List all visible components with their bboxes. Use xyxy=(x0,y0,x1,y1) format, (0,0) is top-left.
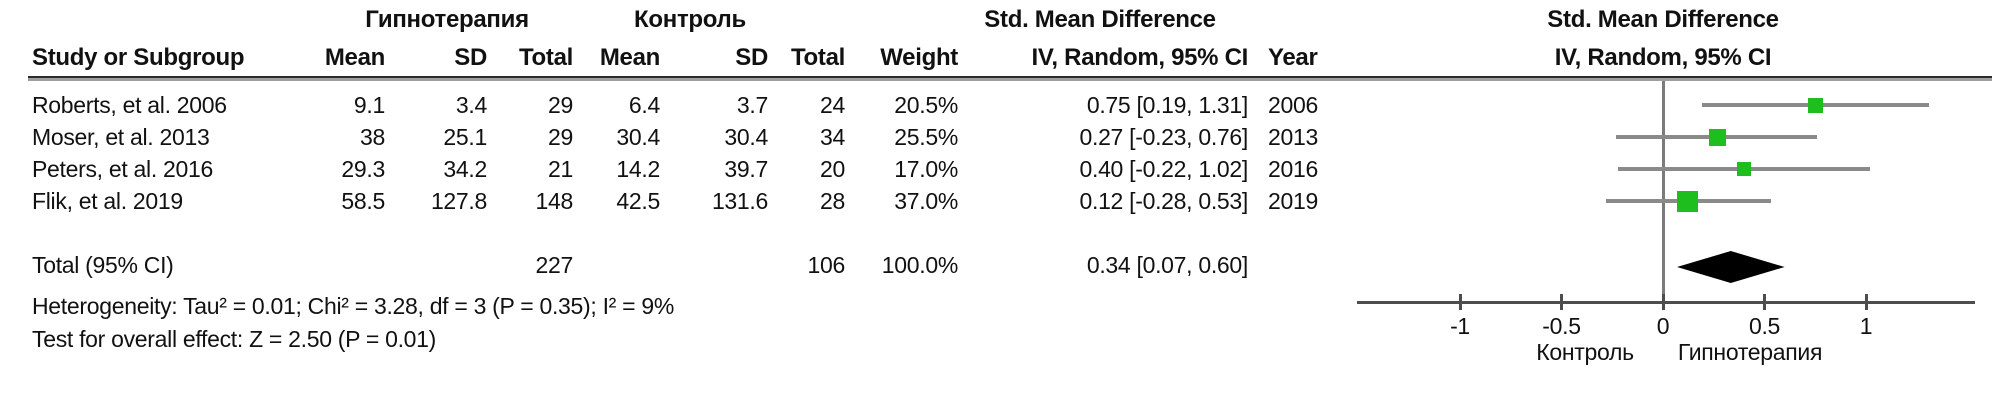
total-treat: 148 xyxy=(535,188,574,214)
total-ctrl: 34 xyxy=(820,124,845,150)
study-name: Roberts, et al. 2006 xyxy=(32,92,227,118)
total-ctrl: 24 xyxy=(820,92,845,118)
overall-effect-test: Test for overall effect: Z = 2.50 (P = 0… xyxy=(32,326,437,352)
smd-header-table-line1: Std. Mean Difference xyxy=(984,6,1216,33)
x-axis-line xyxy=(1357,300,1975,304)
col-header-mean-ctrl: Mean xyxy=(599,44,660,71)
axis-label-control: Контроль xyxy=(1536,339,1634,365)
weight-value: 37.0% xyxy=(894,188,958,214)
axis-tick-label: 1 xyxy=(1859,313,1873,339)
smd-header-plot-line2: IV, Random, 95% CI xyxy=(1554,44,1772,71)
ci-text: 0.27 [-0.23, 0.76] xyxy=(1079,124,1248,150)
sd-ctrl: 39.7 xyxy=(724,156,768,182)
effect-square xyxy=(1709,128,1727,146)
col-header-study: Study or Subgroup xyxy=(32,44,245,71)
ci-text: 0.40 [-0.22, 1.02] xyxy=(1079,156,1248,182)
zero-effect-line xyxy=(1661,81,1665,302)
axis-tick-label: 0 xyxy=(1656,313,1670,339)
col-header-sd-ctrl: SD xyxy=(735,44,768,71)
sd-treat: 34.2 xyxy=(443,156,487,182)
total-row-n-treat: 227 xyxy=(535,252,574,278)
smd-header-table-line2: IV, Random, 95% CI xyxy=(1031,44,1249,71)
group-header-control: Контроль xyxy=(634,6,746,33)
year-value: 2013 xyxy=(1268,124,1318,150)
study-name: Moser, et al. 2013 xyxy=(32,124,210,150)
year-value: 2016 xyxy=(1268,156,1318,182)
total-ctrl: 20 xyxy=(820,156,845,182)
header-separator-line xyxy=(28,76,1992,81)
axis-tick xyxy=(1560,294,1563,310)
weight-value: 17.0% xyxy=(894,156,958,182)
mean-ctrl: 30.4 xyxy=(616,124,660,150)
sd-treat: 25.1 xyxy=(443,124,487,150)
total-ctrl: 28 xyxy=(820,188,845,214)
mean-ctrl: 42.5 xyxy=(616,188,660,214)
axis-tick-label: -0.5 xyxy=(1542,313,1581,339)
study-name: Flik, et al. 2019 xyxy=(32,188,183,214)
total-treat: 29 xyxy=(548,92,573,118)
mean-ctrl: 14.2 xyxy=(616,156,660,182)
pooled-effect-diamond xyxy=(1677,251,1785,283)
axis-label-hypnotherapy: Гипнотерапия xyxy=(1677,339,1823,365)
total-treat: 21 xyxy=(548,156,573,182)
effect-square xyxy=(1737,162,1752,176)
diamond-shape xyxy=(1677,251,1785,283)
heterogeneity-stats: Heterogeneity: Tau² = 0.01; Chi² = 3.28,… xyxy=(32,293,674,319)
effect-square xyxy=(1807,97,1823,113)
total-row-n-ctrl: 106 xyxy=(807,252,846,278)
year-value: 2019 xyxy=(1268,188,1318,214)
col-header-total-ctrl: Total xyxy=(790,44,845,71)
study-name: Peters, et al. 2016 xyxy=(32,156,213,182)
col-header-total-treat: Total xyxy=(518,44,573,71)
mean-ctrl: 6.4 xyxy=(628,92,660,118)
col-header-weight: Weight xyxy=(880,44,958,71)
axis-tick xyxy=(1763,294,1766,310)
total-row-ci: 0.34 [0.07, 0.60] xyxy=(1086,252,1248,278)
col-header-sd-treat: SD xyxy=(454,44,487,71)
mean-treat: 38 xyxy=(360,124,385,150)
sd-treat: 127.8 xyxy=(430,188,487,214)
total-row-label: Total (95% CI) xyxy=(32,252,174,278)
axis-tick-label: 0.5 xyxy=(1748,313,1781,339)
weight-value: 20.5% xyxy=(894,92,958,118)
axis-tick xyxy=(1458,294,1462,310)
ci-text: 0.12 [-0.28, 0.53] xyxy=(1079,188,1248,214)
mean-treat: 9.1 xyxy=(353,92,385,118)
weight-value: 25.5% xyxy=(894,124,958,150)
mean-treat: 29.3 xyxy=(341,156,385,182)
effect-square xyxy=(1676,190,1698,212)
col-header-mean-treat: Mean xyxy=(324,44,385,71)
smd-header-plot-line1: Std. Mean Difference xyxy=(1547,6,1779,33)
sd-ctrl: 3.7 xyxy=(736,92,768,118)
total-treat: 29 xyxy=(548,124,573,150)
col-header-year: Year xyxy=(1268,44,1318,71)
sd-ctrl: 30.4 xyxy=(724,124,768,150)
year-value: 2006 xyxy=(1268,92,1318,118)
ci-text: 0.75 [0.19, 1.31] xyxy=(1086,92,1248,118)
sd-ctrl: 131.6 xyxy=(711,188,768,214)
group-header-hypnotherapy: Гипнотерапия xyxy=(365,6,529,33)
axis-tick-label: -1 xyxy=(1450,313,1470,339)
mean-treat: 58.5 xyxy=(341,188,385,214)
sd-treat: 3.4 xyxy=(455,92,487,118)
axis-tick xyxy=(1864,294,1868,310)
total-row-weight: 100.0% xyxy=(881,252,959,278)
axis-tick xyxy=(1661,294,1665,310)
